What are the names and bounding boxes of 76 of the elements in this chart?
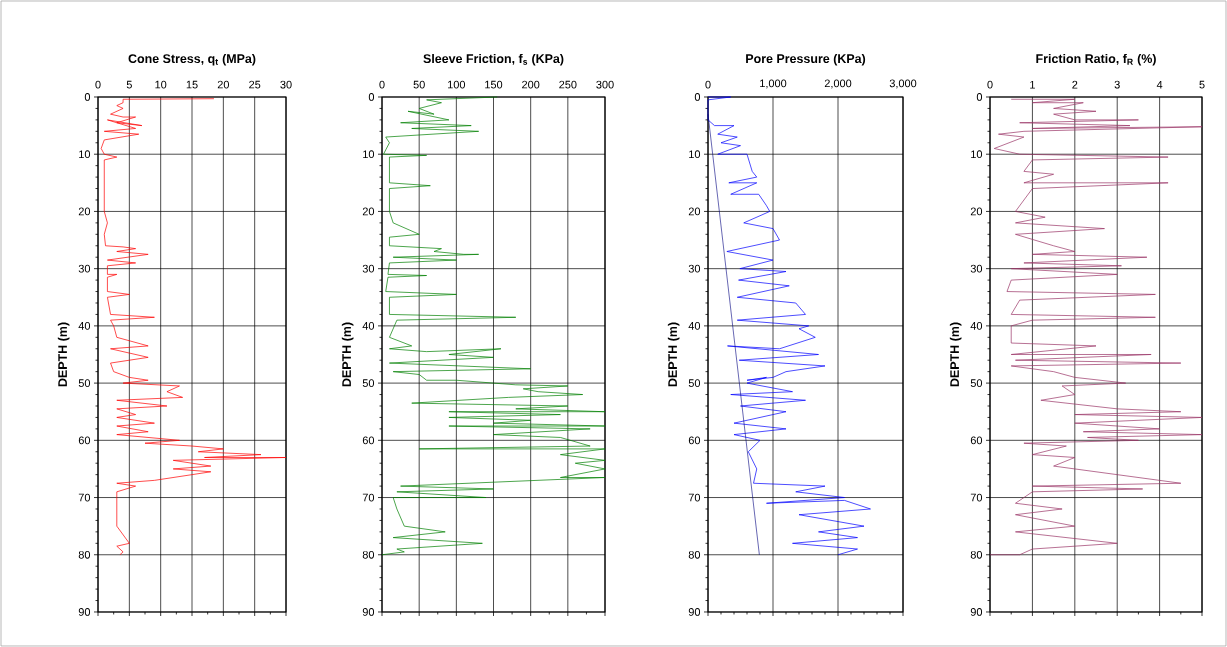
x-tick-label: 0	[705, 80, 711, 89]
y-axis-title: DEPTH (m)	[341, 322, 354, 387]
y-tick-label: 40	[970, 322, 983, 330]
x-tick-label: 200	[522, 80, 540, 89]
y-tick-label: 40	[362, 322, 375, 330]
x-tick-label: 4	[1156, 80, 1163, 89]
line-series	[100, 98, 287, 556]
y-tick-label: 30	[688, 264, 701, 273]
x-tick-label: 1	[1030, 80, 1035, 89]
chart-title: Sleeve Friction, f$_{s}$ (KPa)	[423, 53, 564, 66]
y-tick-label: 40	[688, 322, 701, 330]
x-tick-label: 5	[1199, 80, 1205, 89]
y-tick-label: 50	[970, 379, 983, 387]
y-tick-label: 20	[362, 207, 375, 216]
x-tick-label: 0	[95, 80, 101, 89]
y-tick-label: 70	[78, 493, 91, 502]
x-tick-label: 0	[379, 80, 385, 89]
chart-title: Friction Ratio, f$_{R}$ (%)	[1036, 53, 1156, 66]
y-tick-label: 50	[688, 379, 701, 387]
y-tick-label: 0	[694, 93, 701, 101]
y-tick-label: 80	[688, 550, 701, 559]
x-tick-label: 250	[559, 80, 577, 89]
chart-title: Pore Pressure (KPa)	[746, 53, 866, 66]
y-tick-label: 60	[78, 436, 91, 445]
y-tick-label: 50	[362, 379, 375, 387]
y-tick-label: 10	[971, 150, 983, 159]
x-tick-label: 150	[485, 80, 503, 89]
x-tick-label: 25	[249, 80, 261, 89]
y-tick-label: 0	[976, 93, 983, 101]
y-tick-label: 30	[970, 264, 983, 273]
y-tick-label: 70	[362, 493, 375, 502]
y-tick-label: 50	[78, 379, 91, 387]
x-tick-label: 2,000	[824, 79, 852, 89]
chart-title: Cone Stress, q$_{t}$ (MPa)	[128, 53, 256, 66]
x-tick-label: 3,000	[889, 79, 917, 89]
y-tick-label: 30	[78, 264, 91, 273]
line-series	[707, 96, 871, 556]
y-tick-label: 90	[362, 608, 375, 616]
y-tick-label: 10	[79, 150, 91, 159]
x-tick-label: 50	[413, 80, 425, 89]
y-tick-label: 60	[362, 436, 375, 445]
x-tick-label: 5	[126, 80, 132, 89]
x-tick-label: 0	[987, 80, 993, 89]
x-tick-label: 1,000	[760, 79, 787, 89]
x-tick-label: 2	[1072, 80, 1078, 89]
x-tick-label: 3	[1114, 80, 1120, 89]
x-tick-label: 300	[596, 80, 614, 89]
y-axis-title: DEPTH (m)	[667, 322, 680, 387]
y-tick-label: 60	[688, 436, 701, 445]
y-tick-label: 0	[84, 93, 91, 101]
y-tick-label: 20	[688, 207, 701, 216]
x-tick-label: 30	[280, 80, 292, 89]
y-tick-label: 80	[78, 550, 91, 559]
line-series	[989, 98, 1203, 556]
y-tick-label: 20	[78, 207, 91, 216]
x-tick-label: 10	[155, 80, 167, 89]
y-tick-label: 40	[78, 322, 91, 330]
y-axis-title: DEPTH (m)	[57, 322, 70, 387]
y-tick-label: 30	[362, 264, 375, 273]
y-tick-label: 80	[362, 550, 375, 559]
y-tick-label: 90	[78, 608, 91, 616]
y-tick-label: 10	[363, 150, 375, 159]
y-tick-label: 90	[970, 608, 983, 616]
x-tick-label: 15	[186, 80, 198, 89]
y-tick-label: 80	[970, 550, 983, 559]
y-tick-label: 70	[688, 493, 701, 502]
y-tick-label: 90	[688, 608, 701, 616]
x-tick-label: 100	[448, 80, 466, 89]
y-tick-label: 60	[970, 436, 983, 445]
y-tick-label: 20	[970, 207, 983, 216]
y-tick-label: 70	[970, 493, 983, 502]
y-tick-label: 10	[689, 150, 701, 159]
x-tick-label: 20	[217, 80, 229, 89]
y-axis-title: DEPTH (m)	[949, 322, 962, 387]
y-tick-label: 0	[368, 93, 375, 101]
line-series	[381, 96, 606, 556]
